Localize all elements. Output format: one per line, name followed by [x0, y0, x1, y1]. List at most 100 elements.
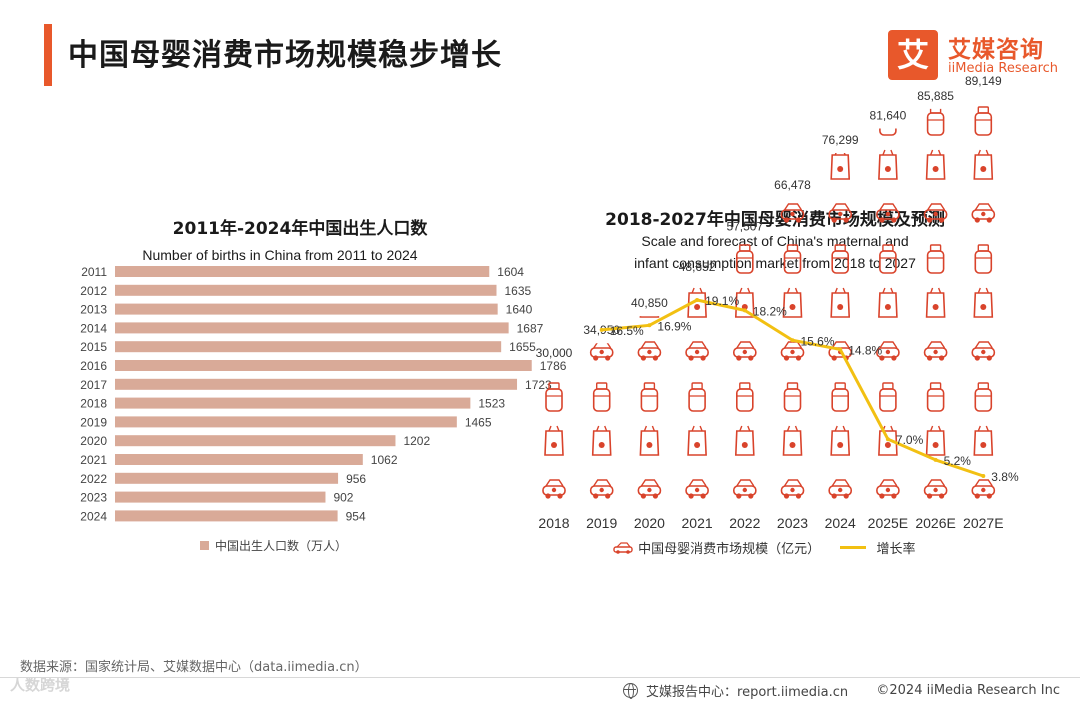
market-bar-2023 — [780, 203, 805, 499]
birth-bar — [115, 284, 497, 296]
year-tick-label: 2020 — [80, 434, 107, 448]
copyright: ©2024 iiMedia Research Inc — [876, 683, 1060, 698]
left-chart-subtitle: Number of births in China from 2011 to 2… — [142, 247, 418, 263]
x-tick-label: 2022 — [729, 515, 760, 531]
legend-bar-label: 中国母婴消费市场规模（亿元） — [638, 542, 821, 557]
legend-line-label: 增长率 — [876, 542, 916, 557]
birth-bar — [115, 397, 471, 409]
year-tick-label: 2024 — [80, 509, 107, 523]
x-tick-label: 2021 — [682, 515, 713, 531]
year-tick-label: 2016 — [80, 359, 107, 373]
market-bar-2019 — [589, 343, 614, 499]
year-tick-label: 2022 — [80, 472, 107, 486]
market-value-label: 76,299 — [822, 133, 859, 147]
legend-label: 中国出生人口数（万人） — [215, 538, 347, 553]
birth-bar — [115, 435, 396, 447]
year-tick-label: 2011 — [81, 265, 107, 279]
growth-rate-point — [981, 474, 986, 478]
growth-rate-label: 7.0% — [896, 433, 924, 447]
growth-rate-point — [599, 327, 604, 332]
year-tick-label: 2012 — [80, 284, 107, 298]
market-scale-chart: 30,000201834,950201940,850202048,6522021… — [536, 74, 1019, 531]
legend-line-icon — [840, 546, 867, 549]
birth-bar — [115, 378, 518, 390]
brand-mark-icon: 艾 — [888, 30, 938, 80]
left-chart-title: 2011年-2024年中国出生人口数 — [172, 219, 428, 239]
growth-rate-point — [647, 323, 652, 328]
birth-value-label: 1640 — [506, 303, 533, 317]
market-value-label: 40,850 — [631, 296, 668, 310]
market-value-label: 66,478 — [774, 178, 811, 192]
growth-rate-point — [885, 437, 890, 442]
growth-rate-label: 15.6% — [801, 334, 835, 348]
market-bar-2026E — [923, 108, 948, 499]
x-tick-label: 2020 — [634, 515, 665, 531]
birth-value-label: 1687 — [517, 321, 544, 335]
x-tick-label: 2027E — [963, 515, 1003, 531]
globe-icon — [622, 683, 638, 699]
legend-bar-icon — [612, 541, 634, 554]
market-bar-2022 — [733, 244, 757, 499]
footer-info: 艾媒报告中心：report.iimedia.cn ©2024 iiMedia R… — [622, 681, 1060, 700]
growth-rate-point — [933, 457, 938, 462]
year-tick-label: 2023 — [80, 491, 107, 505]
birth-bar — [115, 491, 326, 503]
birth-bar — [115, 341, 502, 353]
market-value-label: 30,000 — [536, 346, 573, 360]
growth-rate-point — [742, 308, 747, 313]
growth-rate-point — [838, 347, 843, 352]
right-chart-legend: 中国母婴消费市场规模（亿元） 增长率 — [612, 538, 915, 558]
market-value-label: 81,640 — [870, 108, 907, 122]
birth-value-label: 1604 — [497, 265, 524, 279]
market-bar-2021 — [685, 287, 709, 499]
growth-rate-label: 18.2% — [753, 304, 787, 318]
growth-rate-point — [695, 298, 700, 302]
birth-bar — [115, 454, 363, 465]
brand-name-cn: 艾媒咨询 — [948, 37, 1044, 63]
market-bar-2024 — [828, 153, 853, 499]
birth-bar — [115, 416, 457, 428]
brand-name-en: iiMedia Research — [948, 61, 1059, 76]
birth-value-label: 956 — [346, 472, 366, 486]
market-value-label: 85,885 — [917, 89, 954, 103]
birth-value-label: 1062 — [371, 453, 398, 467]
birth-value-label: 1202 — [403, 434, 430, 448]
birth-value-label: 1465 — [465, 415, 492, 429]
year-tick-label: 2015 — [80, 340, 107, 354]
title-accent-bar — [44, 24, 52, 86]
birth-bar — [115, 472, 339, 484]
x-tick-label: 2026E — [915, 515, 955, 531]
growth-rate-label: 19.1% — [705, 294, 739, 308]
x-tick-label: 2023 — [777, 515, 808, 531]
year-tick-label: 2019 — [80, 415, 107, 429]
birth-bar — [115, 303, 498, 315]
brand-logo: 艾 艾媒咨询 iiMedia Research — [888, 30, 1068, 82]
birth-bar — [115, 322, 509, 334]
x-tick-label: 2018 — [538, 515, 569, 531]
birth-value-label: 1635 — [505, 284, 532, 298]
growth-rate-label: 3.8% — [991, 470, 1019, 484]
x-tick-label: 2019 — [586, 515, 617, 531]
market-bar-2027E — [971, 106, 996, 499]
market-bar-2020 — [637, 316, 662, 499]
market-bar-2018 — [542, 382, 566, 499]
growth-rate-label: 16.5% — [610, 324, 644, 338]
x-tick-label: 2025E — [868, 515, 908, 531]
report-center-link[interactable]: 艾媒报告中心：report.iimedia.cn — [646, 685, 849, 700]
footer-divider — [0, 677, 1080, 678]
growth-rate-label: 16.9% — [657, 319, 691, 333]
right-chart-subtitle-line-1: Scale and forecast of China's maternal a… — [641, 233, 909, 249]
market-bar-2025E — [876, 128, 900, 499]
right-chart-subtitle-line-2: infant consumption market from 2018 to 2… — [634, 255, 916, 271]
birth-value-label: 1523 — [478, 397, 505, 411]
birth-value-label: 1723 — [525, 378, 552, 392]
legend-swatch — [200, 541, 209, 550]
birth-value-label: 1786 — [540, 359, 567, 373]
birth-bar — [115, 510, 338, 522]
page-title: 中国母婴消费市场规模稳步增长 — [68, 38, 502, 73]
birth-value-label: 902 — [333, 491, 353, 505]
growth-rate-label: 14.8% — [848, 343, 882, 357]
market-value-label: 89,149 — [965, 74, 1002, 88]
watermark: 人数跨境 — [10, 676, 71, 694]
year-tick-label: 2018 — [80, 397, 107, 411]
